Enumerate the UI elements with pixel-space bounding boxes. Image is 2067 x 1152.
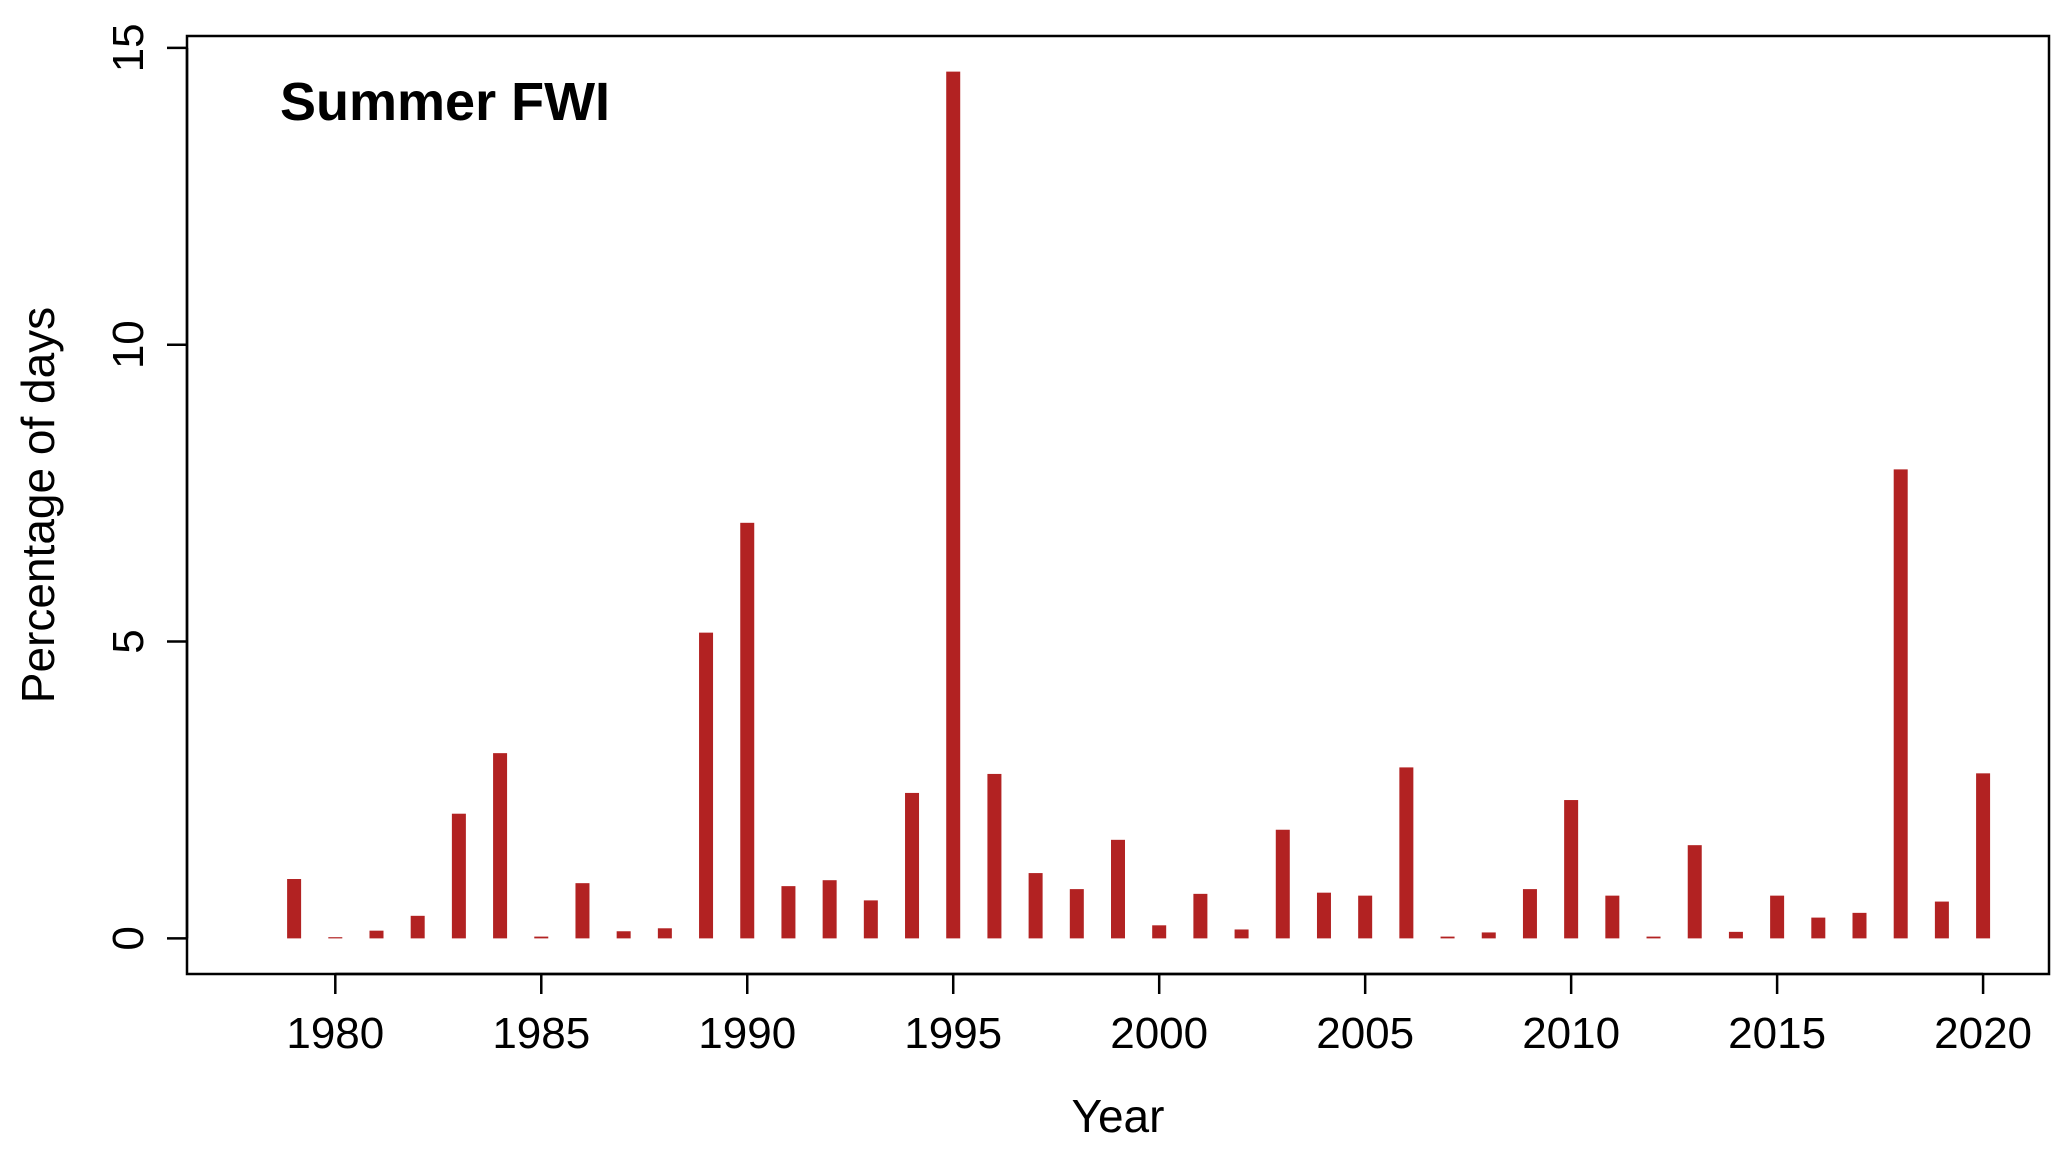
bar [1316,892,1331,939]
bar [1646,936,1661,939]
bar [1811,917,1826,939]
x-axis: 1980 1985 1990 1995 2000 2005 2010 2015 2020 [286,972,2032,1058]
x-tick-label: 2000 [1110,1009,1208,1058]
x-tick-label: 1980 [286,1009,384,1058]
bar [740,522,755,939]
bar [1234,929,1249,939]
bar [1399,767,1414,939]
bar [1275,829,1290,939]
x-tick-label: 1985 [492,1009,590,1058]
plot-frame [185,34,2051,976]
x-tick-label: 2010 [1522,1009,1620,1058]
x-tick-label: 1990 [698,1009,796,1058]
bar [1564,800,1579,939]
bar [987,773,1002,939]
bar [287,879,302,939]
bar [781,886,796,939]
bar [863,900,878,939]
bar [1358,895,1373,939]
bar [1687,845,1702,939]
bar [822,880,837,939]
bar [575,883,590,939]
bar [493,753,508,939]
bar [1852,912,1867,939]
bar [1111,839,1125,939]
bar [946,71,961,939]
bar [1440,936,1455,939]
bar [451,813,466,939]
x-tick-label: 1995 [904,1009,1002,1058]
y-axis-title: Percentage of days [12,307,64,703]
x-axis-title: Year [1072,1090,1165,1142]
bar [1028,873,1043,939]
y-tick-label: 15 [104,23,153,72]
bar [328,937,343,939]
bar [1193,893,1208,939]
x-tick-label: 2005 [1316,1009,1414,1058]
bar [1770,895,1785,939]
bar [410,915,425,939]
x-tick-label: 2020 [1934,1009,2032,1058]
y-axis: 0 5 10 15 [104,23,189,951]
bar [699,632,714,939]
bar [1152,925,1167,939]
bar [1605,895,1620,939]
bar [1069,889,1084,939]
bar [1934,901,1949,939]
bar [1522,889,1537,939]
y-tick-label: 5 [104,629,153,653]
bar [905,792,920,939]
bar [1976,773,1991,939]
bars [287,71,1991,939]
x-tick-label: 2015 [1728,1009,1826,1058]
y-tick-label: 10 [104,320,153,369]
bar [657,928,672,939]
y-tick-label: 0 [104,926,153,950]
bar [1893,469,1908,939]
bar [1728,931,1743,939]
bar [1481,932,1496,939]
chart-title: Summer FWI [280,72,610,132]
bar [534,936,549,939]
bar [616,931,631,939]
bar [369,930,384,939]
